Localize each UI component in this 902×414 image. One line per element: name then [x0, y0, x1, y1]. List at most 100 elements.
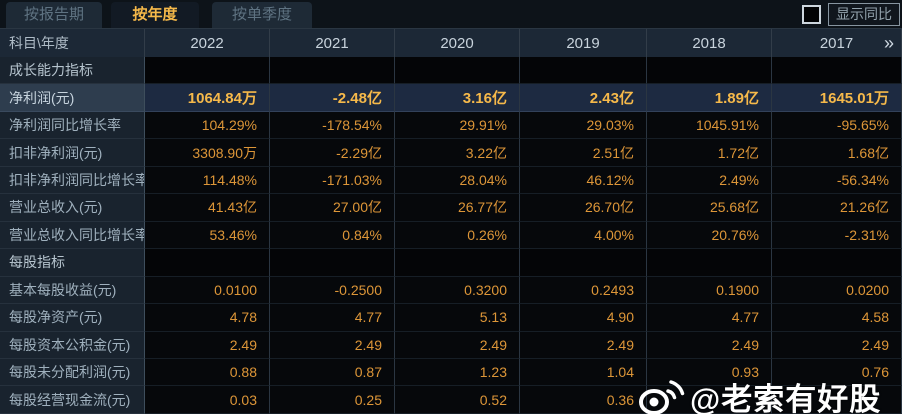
- table-cell[interactable]: 0.93: [647, 358, 772, 387]
- show-yoy-button[interactable]: 显示同比: [828, 2, 900, 26]
- table-row[interactable]: 每股经营现金流(元) 0.03 0.25 0.52 0.36: [0, 386, 902, 414]
- table-cell[interactable]: 1.04: [520, 358, 647, 387]
- table-cell[interactable]: [270, 57, 395, 85]
- table-cell[interactable]: 20.76%: [647, 221, 772, 250]
- table-cell[interactable]: 2.49: [647, 331, 772, 359]
- table-cell[interactable]: 2.49%: [647, 166, 772, 195]
- table-cell[interactable]: 4.00%: [520, 221, 647, 250]
- row-label: 扣非净利润同比增长率: [0, 166, 145, 195]
- table-cell[interactable]: 4.90: [520, 304, 647, 332]
- table-cell[interactable]: [145, 57, 270, 85]
- table-cell[interactable]: 2.51亿: [520, 139, 647, 167]
- table-cell[interactable]: 2.49: [270, 331, 395, 359]
- table-cell[interactable]: 1064.84万: [145, 84, 270, 112]
- table-cell[interactable]: 104.29%: [145, 111, 270, 140]
- table-cell[interactable]: -0.2500: [270, 276, 395, 305]
- table-cell[interactable]: 1.89亿: [647, 84, 772, 112]
- table-cell[interactable]: 2.49: [772, 331, 902, 359]
- table-row[interactable]: 每股净资产(元) 4.78 4.77 5.13 4.90 4.77 4.58: [0, 304, 902, 332]
- table-cell[interactable]: 29.91%: [395, 111, 520, 140]
- table-cell[interactable]: 0.87: [270, 358, 395, 387]
- table-cell[interactable]: 1.72亿: [647, 139, 772, 167]
- table-cell[interactable]: 0.3200: [395, 276, 520, 305]
- table-cell[interactable]: [647, 249, 772, 277]
- table-cell[interactable]: 3.16亿: [395, 84, 520, 112]
- table-cell[interactable]: 2.49: [520, 331, 647, 359]
- table-cell[interactable]: 46.12%: [520, 166, 647, 195]
- table-cell[interactable]: -171.03%: [270, 166, 395, 195]
- table-cell[interactable]: 0.76: [772, 358, 902, 387]
- section-row[interactable]: 每股指标: [0, 249, 902, 277]
- table-cell[interactable]: 0.26%: [395, 221, 520, 250]
- table-cell[interactable]: 0.52: [395, 386, 520, 414]
- table-cell[interactable]: -178.54%: [270, 111, 395, 140]
- table-cell[interactable]: 0.1900: [647, 276, 772, 305]
- table-row[interactable]: 净利润(元) 1064.84万 -2.48亿 3.16亿 2.43亿 1.89亿 1645.…: [0, 84, 902, 112]
- table-row[interactable]: 营业总收入(元) 41.43亿 27.00亿 26.77亿 26.70亿 25.68亿 21…: [0, 194, 902, 222]
- table-cell[interactable]: 29.03%: [520, 111, 647, 140]
- table-cell[interactable]: -2.48亿: [270, 84, 395, 112]
- table-cell[interactable]: [772, 249, 902, 277]
- table-cell[interactable]: [395, 249, 520, 277]
- table-cell[interactable]: 28.04%: [395, 166, 520, 195]
- table-cell[interactable]: [520, 57, 647, 85]
- table-cell[interactable]: 5.13: [395, 304, 520, 332]
- table-row[interactable]: 扣非净利润(元) 3308.90万 -2.29亿 3.22亿 2.51亿 1.72亿 1.6…: [0, 139, 902, 167]
- table-cell[interactable]: 0.03: [145, 386, 270, 414]
- table-cell[interactable]: 53.46%: [145, 221, 270, 250]
- tab-by-year[interactable]: 按年度: [111, 2, 199, 28]
- table-cell[interactable]: [772, 386, 902, 414]
- table-cell[interactable]: 0.2493: [520, 276, 647, 305]
- table-row[interactable]: 每股未分配利润(元) 0.88 0.87 1.23 1.04 0.93 0.76: [0, 358, 902, 387]
- table-row[interactable]: 每股资本公积金(元) 2.49 2.49 2.49 2.49 2.49 2.49: [0, 331, 902, 359]
- table-cell[interactable]: [772, 57, 902, 85]
- table-cell[interactable]: 26.70亿: [520, 194, 647, 222]
- table-cell[interactable]: 4.77: [270, 304, 395, 332]
- table-cell[interactable]: 4.77: [647, 304, 772, 332]
- table-cell[interactable]: 2.49: [145, 331, 270, 359]
- table-cell[interactable]: 4.58: [772, 304, 902, 332]
- row-label: 净利润(元): [0, 84, 145, 112]
- table-cell[interactable]: 1645.01万: [772, 84, 902, 112]
- table-cell[interactable]: -95.65%: [772, 111, 902, 140]
- table-cell[interactable]: -2.31%: [772, 221, 902, 250]
- table-cell[interactable]: [395, 57, 520, 85]
- tab-by-report-period[interactable]: 按报告期: [6, 2, 102, 28]
- show-yoy-checkbox[interactable]: [802, 4, 821, 24]
- table-cell[interactable]: [145, 249, 270, 277]
- table-cell[interactable]: 2.43亿: [520, 84, 647, 112]
- table-cell[interactable]: 25.68亿: [647, 194, 772, 222]
- table-row[interactable]: 扣非净利润同比增长率 114.48% -171.03% 28.04% 46.12% 2.4…: [0, 166, 902, 195]
- table-cell[interactable]: [270, 249, 395, 277]
- table-cell[interactable]: [647, 386, 772, 414]
- table-cell[interactable]: 27.00亿: [270, 194, 395, 222]
- table-cell[interactable]: [647, 57, 772, 85]
- table-row[interactable]: 基本每股收益(元) 0.0100 -0.2500 0.3200 0.2493 0.1900…: [0, 276, 902, 305]
- section-row[interactable]: 成长能力指标: [0, 57, 902, 85]
- table-row[interactable]: 营业总收入同比增长率 53.46% 0.84% 0.26% 4.00% 20.76% -2.…: [0, 221, 902, 250]
- table-cell[interactable]: 4.78: [145, 304, 270, 332]
- table-cell[interactable]: 26.77亿: [395, 194, 520, 222]
- table-cell[interactable]: 0.84%: [270, 221, 395, 250]
- table-cell[interactable]: 0.0200: [772, 276, 902, 305]
- table-cell[interactable]: 1.23: [395, 358, 520, 387]
- tab-by-single-quarter[interactable]: 按单季度: [212, 2, 312, 28]
- more-years-chevron-icon[interactable]: »: [883, 33, 894, 53]
- table-cell[interactable]: [520, 249, 647, 277]
- table-cell[interactable]: 114.48%: [145, 166, 270, 195]
- table-cell[interactable]: 41.43亿: [145, 194, 270, 222]
- table-cell[interactable]: 0.36: [520, 386, 647, 414]
- row-label: 每股资本公积金(元): [0, 331, 145, 359]
- table-cell[interactable]: 0.25: [270, 386, 395, 414]
- table-cell[interactable]: 1.68亿: [772, 139, 902, 167]
- table-cell[interactable]: -56.34%: [772, 166, 902, 195]
- table-cell[interactable]: 2.49: [395, 331, 520, 359]
- table-cell[interactable]: 3308.90万: [145, 139, 270, 167]
- table-cell[interactable]: -2.29亿: [270, 139, 395, 167]
- table-cell[interactable]: 0.88: [145, 358, 270, 387]
- table-cell[interactable]: 1045.91%: [647, 111, 772, 140]
- table-cell[interactable]: 21.26亿: [772, 194, 902, 222]
- table-cell[interactable]: 0.0100: [145, 276, 270, 305]
- table-row[interactable]: 净利润同比增长率 104.29% -178.54% 29.91% 29.03% 1045.…: [0, 111, 902, 140]
- table-cell[interactable]: 3.22亿: [395, 139, 520, 167]
